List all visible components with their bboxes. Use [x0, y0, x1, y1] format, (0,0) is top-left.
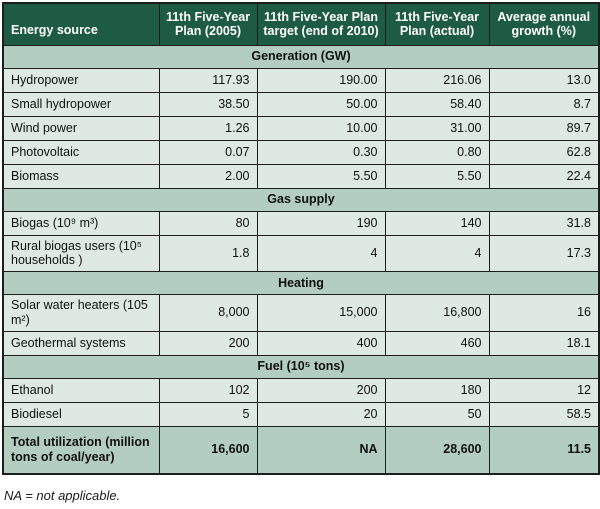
value-cell: 15,000 [256, 294, 386, 332]
value-cell: 38.50 [158, 91, 258, 117]
energy-statistics-table: Energy source 11th Five-Year Plan (2005)… [2, 2, 600, 475]
value-cell: 8.7 [488, 91, 600, 117]
value-cell: 117.93 [158, 67, 258, 93]
value-cell: 62.8 [488, 139, 600, 165]
row-label: Small hydropower [2, 91, 160, 117]
row-label: Geothermal systems [2, 330, 160, 356]
value-cell: 0.30 [256, 139, 386, 165]
table-row: Ethanol 102 200 180 12 [2, 377, 600, 403]
row-label: Photovoltaic [2, 139, 160, 165]
header-plan-target-2010: 11th Five-Year Plan target (end of 2010) [256, 2, 386, 46]
value-cell: 13.0 [488, 67, 600, 93]
section-title: Heating [2, 271, 600, 295]
table-row: Wind power 1.26 10.00 31.00 89.7 [2, 115, 600, 141]
total-value-cell: 28,600 [384, 425, 490, 475]
table-row: Small hydropower 38.50 50.00 58.40 8.7 [2, 91, 600, 117]
value-cell: 8,000 [158, 294, 258, 332]
value-cell: 50 [384, 401, 490, 427]
value-cell: 460 [384, 330, 490, 356]
section-title: Gas supply [2, 187, 600, 212]
value-cell: 58.5 [488, 401, 600, 427]
section-header-row: Heating [2, 271, 600, 295]
value-cell: 102 [158, 377, 258, 403]
section-header-row: Fuel (10⁵ tons) [2, 354, 600, 379]
value-cell: 16,800 [384, 294, 490, 332]
header-row: Energy source 11th Five-Year Plan (2005)… [2, 2, 600, 46]
row-label: Rural biogas users (10⁵ households ) [2, 234, 160, 272]
value-cell: 80 [158, 210, 258, 236]
table-row: Biogas (10⁹ m³) 80 190 140 31.8 [2, 210, 600, 236]
value-cell: 89.7 [488, 115, 600, 141]
value-cell: 5.50 [256, 163, 386, 189]
section-header-row: Gas supply [2, 187, 600, 212]
header-energy-source: Energy source [2, 2, 160, 46]
table-row: Rural biogas users (10⁵ households ) 1.8 4… [2, 234, 600, 272]
value-cell: 1.26 [158, 115, 258, 141]
footnote: NA = not applicable. [4, 488, 121, 503]
value-cell: 400 [256, 330, 386, 356]
value-cell: 190 [256, 210, 386, 236]
row-label: Biomass [2, 163, 160, 189]
row-label: Solar water heaters (105 m²) [2, 294, 160, 332]
value-cell: 190.00 [256, 67, 386, 93]
value-cell: 17.3 [488, 234, 600, 272]
row-label: Biodiesel [2, 401, 160, 427]
value-cell: 20 [256, 401, 386, 427]
total-value-cell: 11.5 [488, 425, 600, 475]
value-cell: 22.4 [488, 163, 600, 189]
table-row: Solar water heaters (105 m²) 8,000 15,000 1… [2, 294, 600, 332]
table-row: Biodiesel 5 20 50 58.5 [2, 401, 600, 427]
row-label: Ethanol [2, 377, 160, 403]
row-label: Biogas (10⁹ m³) [2, 210, 160, 236]
value-cell: 180 [384, 377, 490, 403]
value-cell: 4 [384, 234, 490, 272]
value-cell: 216.06 [384, 67, 490, 93]
value-cell: 2.00 [158, 163, 258, 189]
total-value-cell: NA [256, 425, 386, 475]
value-cell: 50.00 [256, 91, 386, 117]
table-row: Biomass 2.00 5.50 5.50 22.4 [2, 163, 600, 189]
value-cell: 5 [158, 401, 258, 427]
value-cell: 4 [256, 234, 386, 272]
header-average-annual-growth: Average annual growth (%) [488, 2, 600, 46]
row-label: Hydropower [2, 67, 160, 93]
total-row: Total utilization (million tons of coal/… [2, 425, 600, 475]
value-cell: 31.00 [384, 115, 490, 141]
value-cell: 16 [488, 294, 600, 332]
header-plan-actual: 11th Five-Year Plan (actual) [384, 2, 490, 46]
table-row: Hydropower 117.93 190.00 216.06 13.0 [2, 67, 600, 93]
value-cell: 12 [488, 377, 600, 403]
header-plan-2005: 11th Five-Year Plan (2005) [158, 2, 258, 46]
section-title: Fuel (10⁵ tons) [2, 354, 600, 379]
value-cell: 31.8 [488, 210, 600, 236]
value-cell: 18.1 [488, 330, 600, 356]
value-cell: 140 [384, 210, 490, 236]
total-row-label: Total utilization (million tons of coal/… [2, 425, 160, 475]
value-cell: 0.80 [384, 139, 490, 165]
row-label: Wind power [2, 115, 160, 141]
value-cell: 10.00 [256, 115, 386, 141]
value-cell: 58.40 [384, 91, 490, 117]
table-row: Geothermal systems 200 400 460 18.1 [2, 330, 600, 356]
value-cell: 0.07 [158, 139, 258, 165]
value-cell: 200 [158, 330, 258, 356]
section-header-row: Generation (GW) [2, 44, 600, 69]
section-title: Generation (GW) [2, 44, 600, 69]
total-value-cell: 16,600 [158, 425, 258, 475]
value-cell: 1.8 [158, 234, 258, 272]
value-cell: 5.50 [384, 163, 490, 189]
table-row: Photovoltaic 0.07 0.30 0.80 62.8 [2, 139, 600, 165]
value-cell: 200 [256, 377, 386, 403]
